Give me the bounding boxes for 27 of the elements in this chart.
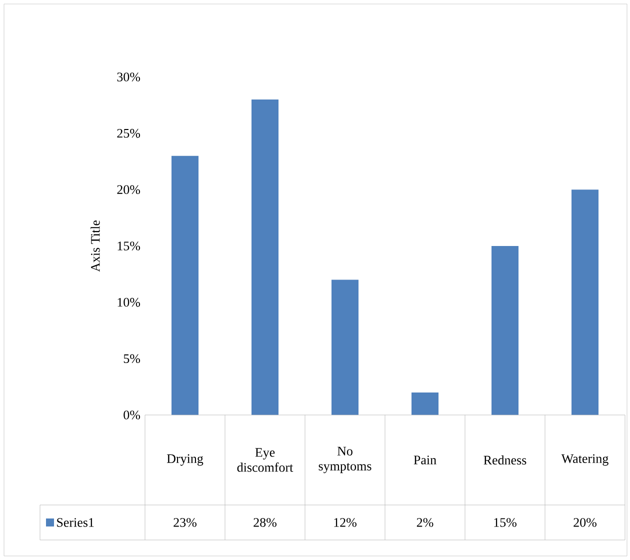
data-label: 15% — [494, 518, 516, 527]
bar — [492, 246, 519, 415]
x-tick-label: Redness — [484, 455, 526, 465]
x-tick-label: Eye discomfort — [237, 448, 294, 472]
bar — [332, 280, 359, 415]
y-tick-label: 30% — [117, 72, 140, 82]
y-tick-label: 25% — [117, 128, 140, 138]
data-label: 23% — [174, 518, 196, 527]
y-tick-label: 5% — [124, 354, 140, 364]
data-label: 28% — [254, 518, 276, 527]
x-tick-label: Pain — [414, 456, 436, 464]
x-tick-label: Drying — [166, 454, 204, 466]
y-axis-title: Axis Title — [90, 220, 100, 272]
x-tick-label: Watering — [561, 454, 608, 466]
y-tick-label: 15% — [118, 242, 140, 250]
y-tick-label: 20% — [117, 185, 140, 194]
legend-label: Series1 — [57, 518, 94, 527]
bar — [412, 392, 439, 415]
x-tick-label: No symptoms — [318, 446, 372, 474]
data-label: 20% — [574, 518, 596, 527]
bar — [572, 190, 599, 415]
y-tick-label: 10% — [118, 298, 140, 307]
data-label: 2% — [416, 518, 434, 527]
bar — [172, 156, 199, 415]
data-label: 12% — [334, 518, 356, 527]
bar — [252, 100, 279, 415]
y-tick-label: 0% — [124, 410, 140, 420]
